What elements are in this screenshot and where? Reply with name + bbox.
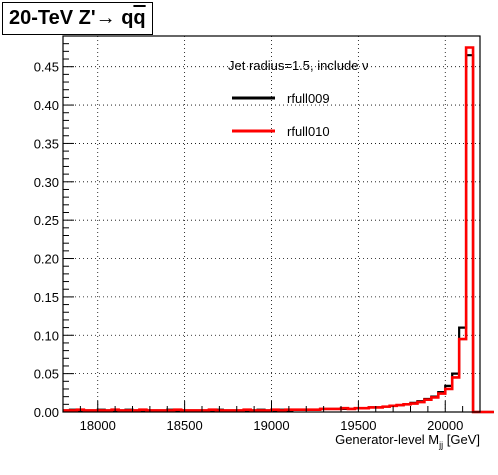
legend: rfull009 rfull010: [232, 91, 330, 139]
chart-title-prefix: 20-TeV Z': [9, 7, 96, 29]
x-axis-label-main: Generator-level M: [335, 432, 439, 447]
legend-label-rfull009: rfull009: [287, 91, 330, 106]
chart-title-antiquark: q: [133, 7, 146, 29]
grid-lines: [63, 36, 480, 412]
y-tick-label: 0.20: [34, 252, 59, 267]
axis-ticks: [62, 43, 481, 413]
y-tick-label: 0.05: [34, 367, 59, 382]
histogram-rfull010: [63, 46, 494, 414]
y-tick-label: 0.45: [34, 60, 59, 75]
tick-labels: 18000 18500 19000 19500 20000 0.00 0.05 0.10 0.1…: [34, 60, 464, 433]
y-tick-label: 0.15: [34, 290, 59, 305]
y-tick-label: 0.00: [34, 405, 59, 420]
y-tick-label: 0.25: [34, 213, 59, 228]
x-tick-label: 20000: [427, 418, 463, 433]
x-tick-label: 18000: [80, 418, 116, 433]
chart-title-arrow: →: [95, 7, 116, 29]
y-tick-label: 0.10: [34, 328, 59, 343]
x-tick-label: 18500: [167, 418, 203, 433]
jet-radius-annotation: Jet radius=1.5, include ν: [228, 58, 369, 73]
x-axis-label-unit: [GeV]: [443, 432, 480, 447]
chart-title: 20-TeV Z'→ qq: [2, 2, 153, 35]
legend-label-rfull010: rfull010: [287, 124, 330, 139]
x-tick-label: 19500: [340, 418, 376, 433]
x-axis-label-sub: jj: [438, 440, 443, 450]
histogram-series: [63, 46, 494, 414]
x-tick-label: 19000: [253, 418, 289, 433]
y-tick-label: 0.30: [34, 175, 59, 190]
y-tick-label: 0.40: [34, 98, 59, 113]
x-axis-label: Generator-level Mjj [GeV]: [335, 432, 480, 450]
histogram-rfull009: [63, 54, 494, 414]
y-tick-label: 0.35: [34, 136, 59, 151]
chart-title-quark: q: [121, 7, 134, 29]
